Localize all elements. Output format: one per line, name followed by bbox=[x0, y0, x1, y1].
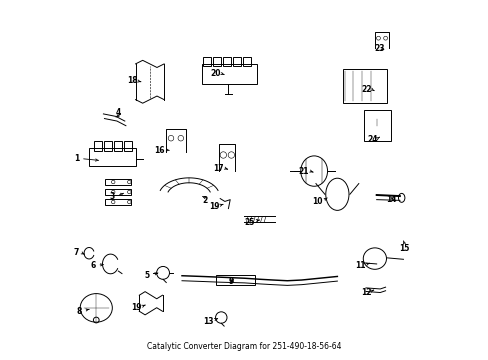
Text: 16: 16 bbox=[154, 146, 164, 155]
Bar bbox=[105, 199, 131, 205]
Bar bbox=[213, 57, 220, 66]
Bar bbox=[201, 64, 257, 84]
Bar bbox=[203, 57, 210, 66]
Text: 10: 10 bbox=[312, 197, 322, 206]
Bar bbox=[94, 141, 102, 152]
Text: 21: 21 bbox=[298, 167, 308, 176]
Text: 9: 9 bbox=[228, 277, 233, 286]
Bar bbox=[216, 275, 255, 285]
Text: 20: 20 bbox=[209, 69, 220, 78]
Text: 24: 24 bbox=[366, 135, 377, 144]
Bar bbox=[243, 57, 250, 66]
Bar bbox=[105, 189, 131, 195]
Text: 14: 14 bbox=[386, 195, 396, 204]
Bar bbox=[364, 111, 390, 141]
Bar bbox=[124, 141, 132, 152]
Text: 8: 8 bbox=[77, 307, 82, 316]
Bar bbox=[105, 179, 131, 185]
Text: 19: 19 bbox=[208, 202, 219, 211]
Text: 25: 25 bbox=[244, 218, 255, 227]
Bar bbox=[89, 148, 135, 166]
Text: 2: 2 bbox=[202, 196, 207, 205]
Bar bbox=[104, 141, 112, 152]
Text: 12: 12 bbox=[360, 288, 370, 297]
Bar bbox=[233, 57, 240, 66]
Bar bbox=[223, 57, 230, 66]
Text: 13: 13 bbox=[203, 316, 214, 325]
Text: 7: 7 bbox=[73, 248, 79, 257]
Text: 3: 3 bbox=[109, 192, 115, 201]
Bar bbox=[342, 69, 386, 103]
Text: 17: 17 bbox=[213, 164, 224, 173]
Text: 5: 5 bbox=[144, 271, 150, 280]
Text: 15: 15 bbox=[399, 244, 409, 253]
Text: 18: 18 bbox=[126, 76, 137, 85]
Text: Catalytic Converter Diagram for 251-490-18-56-64: Catalytic Converter Diagram for 251-490-… bbox=[147, 342, 341, 351]
Text: 11: 11 bbox=[355, 261, 365, 270]
Text: 23: 23 bbox=[373, 44, 384, 53]
Text: 22: 22 bbox=[361, 85, 371, 94]
Text: 19: 19 bbox=[131, 303, 142, 312]
Text: 6: 6 bbox=[90, 261, 96, 270]
Text: 1: 1 bbox=[74, 154, 79, 163]
Text: 4: 4 bbox=[116, 108, 121, 117]
Bar bbox=[114, 141, 122, 152]
